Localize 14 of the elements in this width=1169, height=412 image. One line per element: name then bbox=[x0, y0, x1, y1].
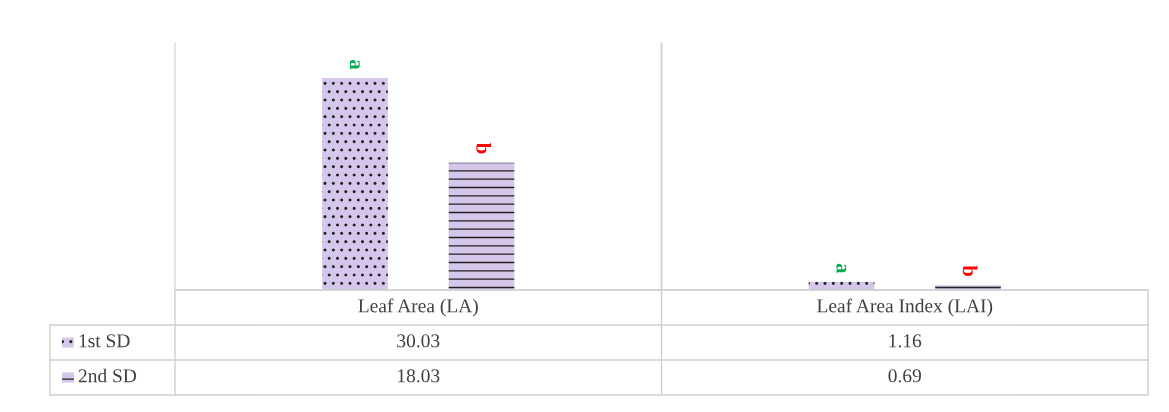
text: a bbox=[349, 59, 360, 70]
data-label: 30.03 bbox=[397, 334, 440, 348]
annotation: b bbox=[476, 143, 491, 154]
bar bbox=[322, 78, 388, 290]
data-label: 18.03 bbox=[398, 369, 440, 383]
x-tick-label: Leaf Area (LA) bbox=[358, 298, 478, 317]
bar bbox=[448, 162, 515, 290]
x-tick-label: Leaf Area Index (LAI) bbox=[817, 298, 993, 317]
legend-label: 1st SD bbox=[79, 334, 130, 348]
annotation: a bbox=[836, 263, 847, 274]
data-label: 0.69 bbox=[888, 369, 921, 383]
annotation: b bbox=[962, 265, 978, 276]
legend-label: 2nd SD bbox=[78, 368, 137, 383]
data-label: 1.16 bbox=[889, 334, 922, 348]
